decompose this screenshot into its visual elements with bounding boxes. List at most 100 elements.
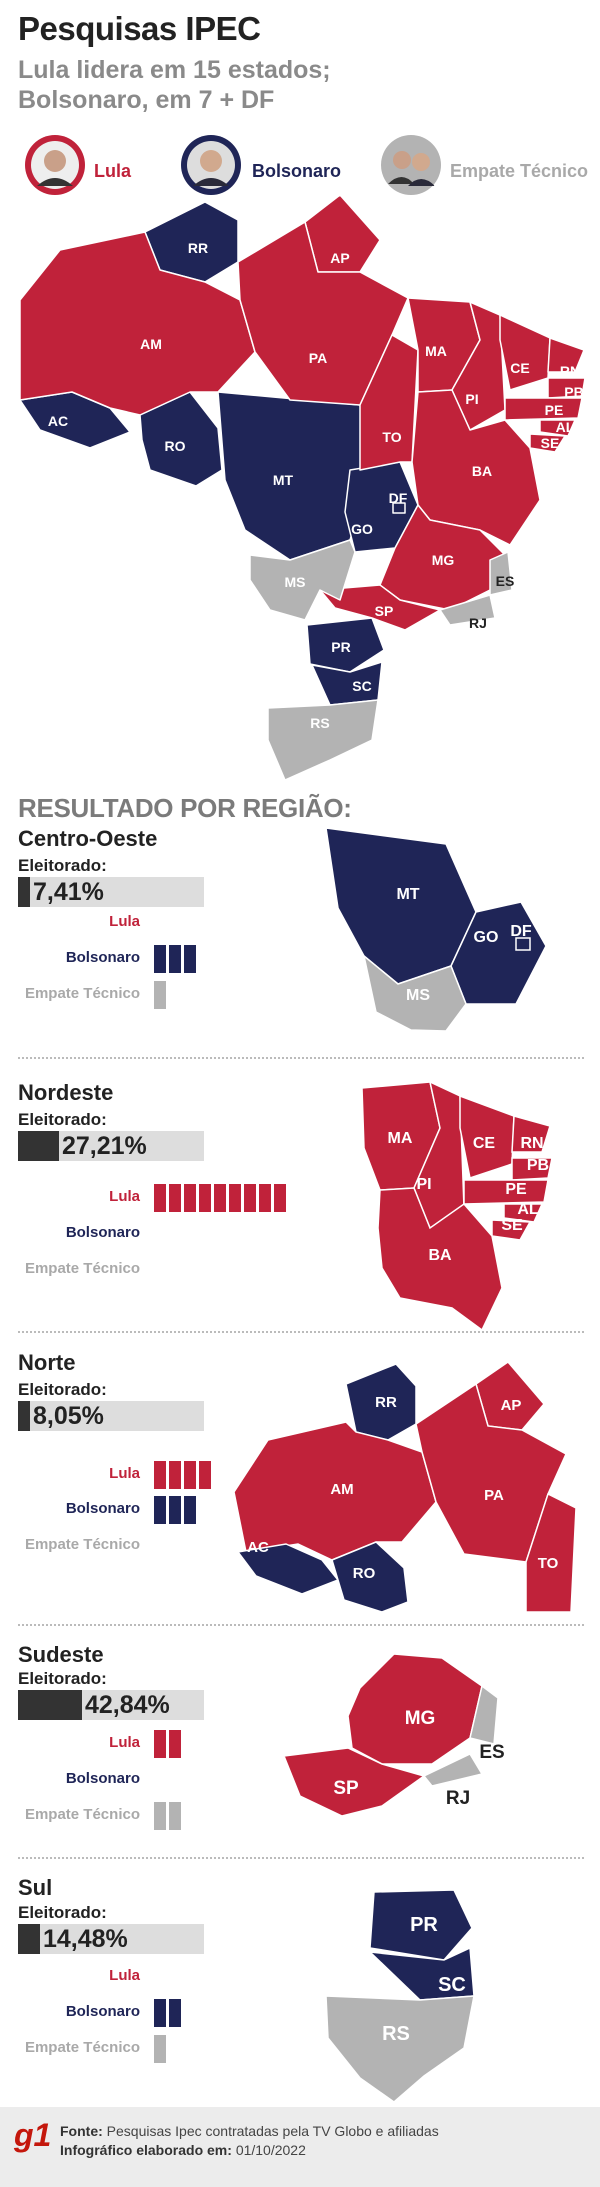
map-sudeste: MG SP ES RJ <box>282 1653 505 1817</box>
label-pe: PE <box>505 1181 527 1198</box>
label-rn: RN <box>520 1135 543 1152</box>
subtitle-line-2: Bolsonaro, em 7 + DF <box>18 86 275 114</box>
label-pb: PB <box>564 384 583 400</box>
region-name-sul: Sul <box>18 1875 53 1900</box>
empate-label: Empate Técnico <box>24 1260 140 1277</box>
state-ms <box>249 539 356 621</box>
empate-state-square <box>154 1802 166 1830</box>
lula-label: Lula <box>109 1734 140 1751</box>
footer-date-text: 01/10/2022 <box>235 2142 306 2158</box>
label-al: AL <box>517 1201 539 1218</box>
electorate-value: 7,41% <box>33 878 104 906</box>
regions-heading: RESULTADO POR REGIÃO: <box>18 793 352 823</box>
label-to: TO <box>382 429 401 445</box>
lula-state-square <box>169 1461 181 1489</box>
divider <box>18 1057 584 1059</box>
label-ap: AP <box>330 250 349 266</box>
label-sc: SC <box>352 678 371 694</box>
legend-bolsonaro-label: Bolsonaro <box>252 161 342 181</box>
footer-source: Fonte: Pesquisas Ipec contratadas pela T… <box>60 2123 439 2139</box>
footer <box>0 2107 600 2187</box>
state-rn <box>547 337 585 373</box>
label-es: ES <box>496 573 515 589</box>
state-pe <box>463 1179 549 1205</box>
footer-source-text: Pesquisas Ipec contratadas pela TV Globo… <box>106 2123 439 2139</box>
lula-label: Lula <box>109 913 140 930</box>
label-ro: RO <box>165 438 186 454</box>
label-ce: CE <box>473 1135 496 1152</box>
state-al <box>539 419 576 437</box>
state-rj <box>422 1753 484 1787</box>
lula-label: Lula <box>109 1967 140 1984</box>
electorate-bar: 14,48% <box>18 1924 204 1954</box>
state-es <box>489 551 513 596</box>
empate-label: Empate Técnico <box>24 1806 140 1823</box>
footer-date-label: Infográfico elaborado em: <box>60 2142 232 2158</box>
label-ac: AC <box>247 1539 269 1556</box>
map-sul: PR SC RS <box>325 1889 475 2103</box>
label-ce: CE <box>510 360 529 376</box>
page-title: Pesquisas IPEC <box>18 10 261 47</box>
electorate-bar-fill <box>18 877 30 907</box>
bolsonaro-state-square <box>154 1496 166 1524</box>
label-go: GO <box>351 521 373 537</box>
label-pi: PI <box>465 391 478 407</box>
bolsonaro-label: Bolsonaro <box>65 2003 140 2020</box>
legend-empate-label: Empate Técnico <box>450 161 589 181</box>
label-ac: AC <box>48 413 68 429</box>
empate-label: Empate Técnico <box>24 985 140 1002</box>
label-df: DF <box>389 490 408 506</box>
electorate-value: 14,48% <box>43 1925 128 1953</box>
label-pi: PI <box>416 1176 431 1193</box>
label-sc: SC <box>438 1974 466 1996</box>
bolsonaro-label: Bolsonaro <box>65 949 140 966</box>
label-se: SE <box>541 435 560 451</box>
lula-state-square <box>169 1184 181 1212</box>
lula-avatar-icon <box>25 135 85 195</box>
label-rn: RN <box>560 363 580 379</box>
state-rs <box>267 699 379 781</box>
label-pe: PE <box>545 402 564 418</box>
legend-lula-label: Lula <box>94 161 132 181</box>
state-ba <box>411 389 541 546</box>
lula-state-square <box>154 1730 166 1758</box>
bolsonaro-state-square <box>169 945 181 973</box>
empate-label: Empate Técnico <box>24 1536 140 1553</box>
label-pa: PA <box>309 350 327 366</box>
label-am: AM <box>140 336 162 352</box>
empate-avatar-icon <box>381 135 441 195</box>
label-se: SE <box>501 1217 523 1234</box>
label-ap: AP <box>501 1397 522 1414</box>
region-name-centro-oeste: Centro-Oeste <box>18 826 158 851</box>
lula-state-square <box>244 1184 256 1212</box>
state-rj <box>439 594 496 626</box>
label-go: GO <box>474 929 499 946</box>
electorate-bar: 27,21% <box>18 1131 204 1161</box>
electorate-label: Eleitorado: <box>18 1110 107 1129</box>
label-ba: BA <box>472 463 492 479</box>
label-rj: RJ <box>469 615 487 631</box>
bolsonaro-label: Bolsonaro <box>65 1224 140 1241</box>
label-mg: MG <box>432 552 455 568</box>
electorate-bar-fill <box>18 1924 40 1954</box>
bolsonaro-state-square <box>169 1999 181 2027</box>
electorate-bar-fill <box>18 1690 82 1720</box>
brazil-map: RR AP AM PA MA CE RN PB PE AL SE PI AC R… <box>19 196 586 781</box>
label-pb: PB <box>527 1157 549 1174</box>
bolsonaro-label: Bolsonaro <box>65 1770 140 1787</box>
electorate-bar: 7,41% <box>18 877 204 907</box>
state-df <box>392 502 406 514</box>
electorate-bar-fill <box>18 1131 59 1161</box>
electorate-bar: 8,05% <box>18 1401 204 1431</box>
state-ro <box>331 1541 409 1612</box>
lula-state-square <box>229 1184 241 1212</box>
bolsonaro-avatar-icon <box>181 135 241 195</box>
label-mt: MT <box>396 886 419 903</box>
state-pb <box>547 377 586 399</box>
label-mt: MT <box>273 472 294 488</box>
label-al: AL <box>556 419 575 435</box>
electorate-label: Eleitorado: <box>18 856 107 875</box>
lula-state-square <box>184 1461 196 1489</box>
electorate-value: 8,05% <box>33 1402 104 1430</box>
label-df: DF <box>510 923 532 940</box>
